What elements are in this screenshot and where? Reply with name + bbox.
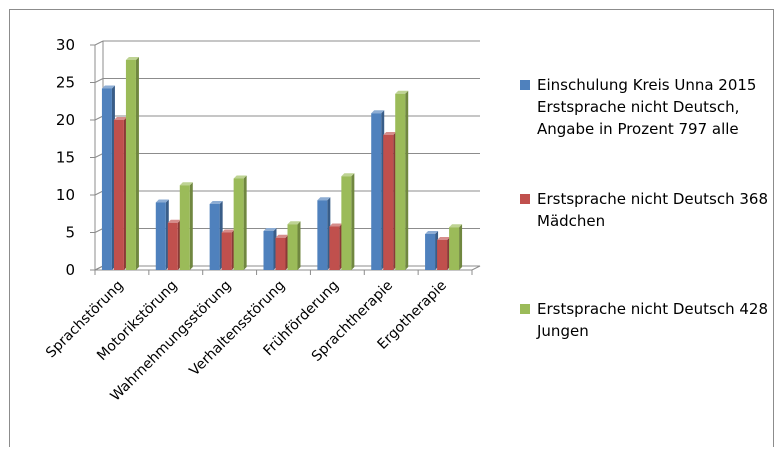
bar	[395, 90, 409, 270]
bar-front	[167, 222, 178, 270]
bar-top	[437, 237, 451, 240]
bar	[317, 197, 331, 270]
bar	[263, 228, 277, 270]
gridline-depth	[94, 228, 104, 233]
bar-side	[459, 224, 463, 270]
bar-top	[179, 182, 193, 186]
bar-front	[263, 231, 274, 270]
bar-top	[395, 90, 409, 94]
bar	[155, 199, 169, 270]
y-tick-label: 30	[56, 36, 75, 54]
chart-frame	[9, 9, 774, 447]
bar	[341, 173, 355, 270]
bar-top	[341, 173, 355, 177]
bar-top	[383, 132, 397, 135]
bar-front	[155, 202, 166, 270]
bar-front	[449, 227, 460, 270]
bar-side	[297, 221, 301, 270]
bar-top	[317, 197, 331, 201]
bar	[275, 234, 289, 270]
y-tick-label: 0	[65, 261, 75, 279]
legend-label: Erstsprache nicht Deutsch 428 Jungen	[537, 300, 768, 340]
gridline-depth	[94, 40, 104, 46]
legend-swatch	[520, 80, 530, 90]
bar-top	[287, 221, 301, 225]
bar-top	[125, 57, 139, 60]
bar-top	[329, 223, 343, 227]
bar-top	[449, 224, 463, 228]
bar-front	[179, 185, 190, 270]
bar-front	[383, 135, 394, 270]
bar-top	[209, 201, 223, 204]
bar	[449, 224, 463, 270]
bar	[329, 223, 343, 270]
legend-label: Einschulung Kreis Unna 2015 Erstsprache …	[537, 76, 757, 138]
legend-swatch	[520, 304, 530, 314]
bar-front	[221, 232, 232, 270]
gridline-depth	[94, 153, 104, 158]
x-category-label: Verhaltensstörung	[187, 278, 289, 380]
bar-top	[155, 199, 169, 203]
bar-front	[341, 176, 352, 270]
y-tick-label: 20	[56, 111, 75, 129]
bar-front	[287, 224, 298, 270]
bar-front	[437, 240, 448, 270]
bar	[287, 221, 301, 270]
bar-top	[263, 228, 277, 231]
bar	[233, 175, 247, 270]
y-tick-label: 25	[56, 74, 75, 92]
bar-front	[317, 200, 328, 270]
bar-front	[233, 178, 244, 270]
bar-top	[101, 85, 115, 89]
bar-front	[329, 226, 340, 270]
bar-front	[395, 93, 406, 270]
legend-swatch	[520, 194, 530, 204]
bar-side	[135, 57, 139, 270]
y-tick-label: 10	[56, 186, 75, 204]
bar	[209, 201, 223, 270]
bar-front	[209, 204, 220, 270]
bar	[179, 182, 193, 270]
bar-front	[275, 237, 286, 270]
bar-front	[113, 120, 124, 270]
bar	[383, 132, 397, 270]
bar	[113, 117, 127, 270]
gridline-depth	[94, 115, 104, 121]
bar	[167, 219, 181, 270]
gridline-depth	[94, 190, 104, 196]
bar	[371, 110, 385, 270]
bars	[101, 57, 463, 270]
bar-top	[425, 231, 439, 234]
legend-label: Erstsprache nicht Deutsch 368 Mädchen	[537, 190, 768, 230]
bar-top	[371, 110, 385, 114]
bar-top	[113, 117, 127, 120]
bar-front	[371, 113, 382, 270]
bar-top	[233, 175, 247, 179]
bar-side	[243, 175, 247, 270]
gridline-depth	[94, 78, 104, 83]
bar	[125, 57, 139, 270]
bar-top	[221, 229, 235, 233]
bar	[437, 237, 451, 270]
bar-side	[351, 173, 355, 270]
bar-front	[425, 234, 436, 270]
bar-top	[275, 234, 289, 238]
bar	[221, 229, 235, 270]
y-tick-label: 5	[65, 224, 75, 242]
bar-side	[405, 90, 409, 270]
bar	[101, 85, 115, 270]
y-tick-label: 15	[56, 149, 75, 167]
bar	[425, 231, 439, 270]
bar-front	[125, 60, 136, 270]
bar-front	[101, 88, 112, 270]
bar-side	[189, 182, 193, 270]
bar-top	[167, 219, 181, 223]
